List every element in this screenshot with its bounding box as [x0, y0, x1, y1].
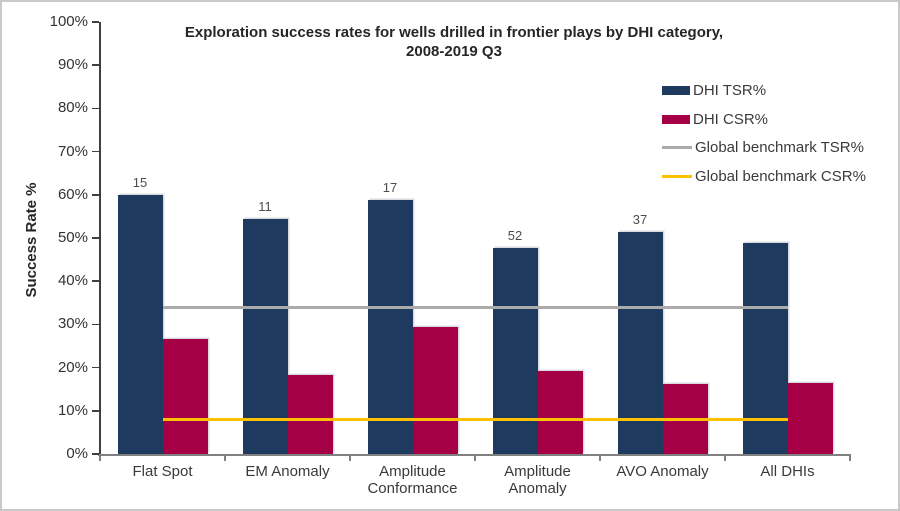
legend-swatch — [662, 146, 692, 150]
legend-label: Global benchmark CSR% — [695, 168, 866, 186]
bar-dhi-tsr — [117, 194, 163, 454]
legend-label: Global benchmark TSR% — [695, 139, 864, 157]
bar-dhi-tsr — [617, 232, 663, 454]
bar-count-label: 11 — [258, 198, 272, 214]
y-axis-tick-label: 20% — [57, 358, 88, 376]
legend-label: DHI CSR% — [693, 110, 769, 128]
bar-dhi-tsr — [492, 247, 538, 454]
bar-count-label: 52 — [507, 227, 523, 243]
legend-swatch — [662, 175, 692, 179]
y-axis-tick-label: 90% — [57, 56, 88, 74]
benchmark-line-csr — [162, 417, 788, 421]
bar-dhi-csr — [537, 371, 583, 454]
bar-dhi-tsr — [242, 218, 288, 454]
y-axis-tick-label: 80% — [57, 99, 88, 117]
legend-swatch — [662, 114, 690, 124]
y-axis-tick — [92, 21, 99, 23]
x-axis-tick — [474, 454, 476, 461]
legend-label: DHI TSR% — [693, 81, 767, 99]
bar-count-label: 15 — [132, 174, 148, 190]
bar-count-label: 37 — [632, 212, 648, 228]
x-axis-tick — [849, 454, 851, 461]
x-axis-tick — [224, 454, 226, 461]
x-axis-tick — [599, 454, 601, 461]
x-axis-tick — [724, 454, 726, 461]
benchmark-line-tsr — [162, 305, 788, 309]
x-axis-tick — [99, 454, 101, 461]
legend-swatch — [662, 85, 690, 95]
y-axis-tick — [92, 237, 99, 239]
bar-dhi-csr — [787, 382, 833, 454]
y-axis-tick-label: 70% — [57, 142, 88, 160]
bar-dhi-tsr — [742, 243, 788, 454]
chart-title-line1: Exploration success rates for wells dril… — [184, 24, 724, 41]
y-axis-tick — [92, 453, 99, 455]
y-axis-tick — [92, 107, 99, 110]
bar-count-label: 17 — [382, 179, 398, 195]
x-axis-category-label: Flat Spot — [132, 463, 193, 480]
y-axis-tick — [92, 366, 99, 369]
y-axis-tick — [92, 323, 99, 326]
bar-dhi-tsr — [367, 199, 413, 454]
y-axis-tick-label: 50% — [57, 229, 88, 246]
y-axis-tick — [92, 410, 99, 412]
chart-title: Exploration success rates for wells dril… — [79, 23, 829, 61]
y-axis-tick — [92, 64, 99, 66]
y-axis-tick-label: 60% — [57, 185, 88, 203]
bar-dhi-csr — [162, 339, 208, 454]
chart-title-line2: 2008-2019 Q3 — [406, 43, 502, 60]
y-axis-tick — [92, 150, 99, 153]
bar-dhi-csr — [287, 375, 333, 454]
y-axis-line — [99, 22, 101, 456]
y-axis-tick-label: 10% — [57, 401, 88, 419]
bar-dhi-csr — [412, 326, 458, 454]
x-axis-category-label: EM Anomaly — [245, 463, 330, 480]
y-axis-tick-label: 40% — [57, 272, 88, 290]
x-axis-tick — [349, 454, 351, 461]
y-axis-tick — [92, 194, 99, 196]
y-axis-tick-label: 0% — [66, 445, 88, 462]
x-axis-category-label: Amplitude Conformance — [367, 463, 458, 497]
x-axis-category-label: All DHIs — [760, 463, 815, 480]
x-axis-category-label: Amplitude Anomaly — [504, 463, 571, 497]
y-axis-tick-label: 100% — [49, 13, 88, 30]
legend-item: DHI TSR% — [662, 76, 866, 105]
legend: DHI TSR% DHI CSR% Global benchmark TSR% Glo… — [662, 76, 866, 191]
legend-item: DHI CSR% — [662, 105, 866, 134]
y-axis-tick — [92, 280, 99, 282]
legend-item: Global benchmark TSR% — [662, 134, 866, 163]
x-axis-category-label: AVO Anomaly — [616, 463, 709, 480]
legend-item: Global benchmark CSR% — [662, 162, 866, 191]
y-axis-tick-label: 30% — [57, 315, 88, 333]
